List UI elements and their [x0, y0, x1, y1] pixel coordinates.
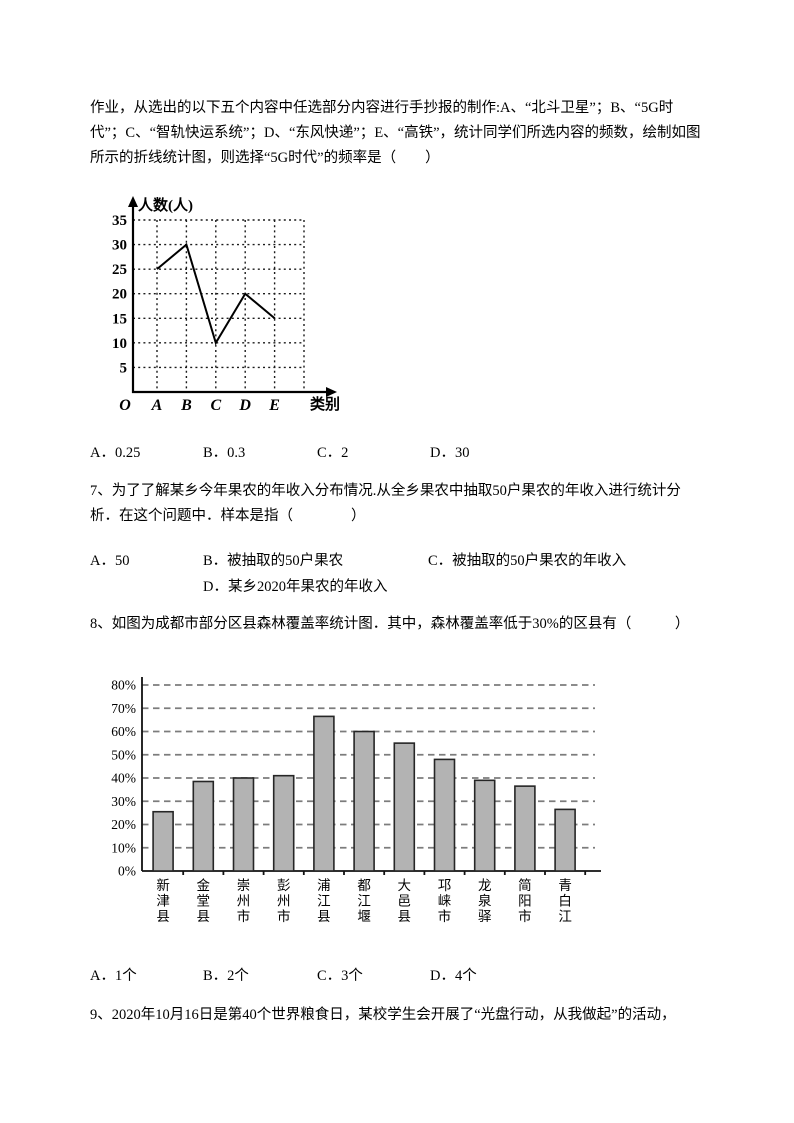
svg-text:津: 津 — [156, 894, 170, 909]
option-b: B．0.3 — [203, 445, 246, 461]
svg-text:浦: 浦 — [317, 878, 331, 893]
svg-text:州: 州 — [237, 894, 251, 909]
svg-text:市: 市 — [438, 908, 452, 924]
text-line: 7、为了了解某乡今年果农的年收入分布情况.从全乡果农中抽取50户果农的年收入进行… — [90, 483, 681, 499]
svg-text:堂: 堂 — [197, 894, 211, 909]
svg-text:都: 都 — [357, 878, 371, 893]
svg-text:35: 35 — [112, 213, 127, 229]
svg-text:A: A — [151, 397, 163, 414]
question-8-options: A．1个 B．2个 C．3个 D．4个 — [0, 964, 794, 986]
svg-text:驿: 驿 — [478, 909, 492, 924]
text-line: 析．在这个问题中．样本是指（ ） — [90, 508, 366, 524]
svg-text:新: 新 — [156, 878, 170, 893]
option-c: C．3个 — [317, 968, 363, 984]
question-7-options: A．50 B．被抽取的50户果农 C．被抽取的50户果农的年收入 — [0, 549, 794, 571]
svg-text:20: 20 — [112, 287, 127, 303]
question-8-text: 8、如图为成都市部分区县森林覆盖率统计图．其中，森林覆盖率低于30%的区县有（ … — [90, 612, 689, 637]
svg-text:10%: 10% — [111, 840, 136, 855]
question-6-options: A．0.25 B．0.3 C．2 D．30 — [0, 441, 794, 463]
svg-text:崇: 崇 — [237, 878, 251, 893]
svg-text:30: 30 — [112, 238, 127, 254]
text-line: 代”；C、“智轨快运系统”；D、“东风快递”；E、“高铁”，统计同学们所选内容的… — [90, 125, 701, 141]
svg-text:市: 市 — [518, 908, 532, 924]
svg-text:人数(人): 人数(人) — [138, 196, 193, 214]
svg-text:崃: 崃 — [438, 894, 452, 909]
option-a: A．0.25 — [90, 445, 141, 461]
svg-text:B: B — [180, 397, 192, 414]
svg-text:40%: 40% — [111, 771, 136, 786]
svg-text:江: 江 — [357, 894, 371, 909]
svg-text:邛: 邛 — [438, 878, 452, 893]
option-d: D．某乡2020年果农的年收入 — [203, 579, 388, 595]
svg-text:简: 简 — [518, 877, 532, 893]
svg-text:15: 15 — [112, 311, 127, 327]
text-line: 所示的折线统计图，则选择“5G时代”的频率是（ ） — [90, 150, 440, 166]
svg-text:5: 5 — [120, 360, 128, 376]
svg-text:D: D — [238, 397, 251, 414]
svg-text:白: 白 — [558, 894, 572, 909]
question-7-text: 7、为了了解某乡今年果农的年收入分布情况.从全乡果农中抽取50户果农的年收入进行… — [90, 479, 681, 529]
bar-chart: 0%10%20%30%40%50%60%70%80%新津县金堂县崇州市彭州市浦江… — [111, 677, 601, 924]
line-chart: 5 10 15 20 25 30 35 O A B C D E 类别 人数(人) — [112, 196, 340, 414]
svg-text:堰: 堰 — [357, 909, 371, 924]
svg-text:大: 大 — [398, 878, 412, 893]
svg-text:江: 江 — [558, 909, 572, 924]
svg-text:60%: 60% — [111, 724, 136, 739]
svg-text:金: 金 — [197, 878, 211, 893]
svg-text:25: 25 — [112, 262, 127, 278]
option-c: C．被抽取的50户果农的年收入 — [428, 553, 627, 569]
text-line: 8、如图为成都市部分区县森林覆盖率统计图．其中，森林覆盖率低于30%的区县有（ … — [90, 616, 690, 632]
question-6-text: 作业，从选出的以下五个内容中任选部分内容进行手抄报的制作:A、“北斗卫星”；B、… — [90, 96, 701, 171]
svg-text:类别: 类别 — [310, 395, 340, 413]
svg-text:70%: 70% — [111, 701, 136, 716]
svg-text:C: C — [210, 397, 221, 414]
svg-text:30%: 30% — [111, 794, 136, 809]
svg-text:80%: 80% — [111, 678, 136, 693]
svg-text:江: 江 — [317, 894, 331, 909]
svg-text:10: 10 — [112, 336, 127, 352]
svg-text:50%: 50% — [111, 747, 136, 762]
svg-text:E: E — [268, 397, 280, 414]
svg-text:20%: 20% — [111, 817, 136, 832]
svg-text:青: 青 — [558, 878, 572, 893]
svg-text:邑: 邑 — [398, 894, 412, 909]
question-9-text: 9、2020年10月16日是第40个世界粮食日，某校学生会开展了“光盘行动，从我… — [90, 1003, 676, 1028]
svg-text:县: 县 — [156, 909, 170, 924]
svg-text:州: 州 — [277, 894, 291, 909]
option-b: B．2个 — [203, 968, 249, 984]
svg-text:县: 县 — [197, 909, 211, 924]
option-a: A．1个 — [90, 968, 137, 984]
svg-text:O: O — [119, 397, 131, 414]
option-d: D．4个 — [430, 968, 477, 984]
svg-text:彭: 彭 — [277, 878, 291, 893]
option-c: C．2 — [317, 445, 349, 461]
svg-text:市: 市 — [277, 908, 291, 924]
svg-text:县: 县 — [398, 909, 412, 924]
svg-text:市: 市 — [237, 908, 251, 924]
option-d: D．30 — [430, 445, 470, 461]
option-b: B．被抽取的50户果农 — [203, 553, 344, 569]
text-line: 9、2020年10月16日是第40个世界粮食日，某校学生会开展了“光盘行动，从我… — [90, 1007, 676, 1023]
svg-text:阳: 阳 — [518, 894, 532, 909]
svg-text:0%: 0% — [118, 864, 136, 879]
text-line: 作业，从选出的以下五个内容中任选部分内容进行手抄报的制作:A、“北斗卫星”；B、… — [90, 100, 674, 116]
question-7-option-d-row: D．某乡2020年果农的年收入 — [0, 575, 794, 597]
svg-text:泉: 泉 — [478, 893, 492, 909]
svg-text:县: 县 — [317, 909, 331, 924]
option-a: A．50 — [90, 553, 130, 569]
svg-text:龙: 龙 — [478, 878, 492, 893]
